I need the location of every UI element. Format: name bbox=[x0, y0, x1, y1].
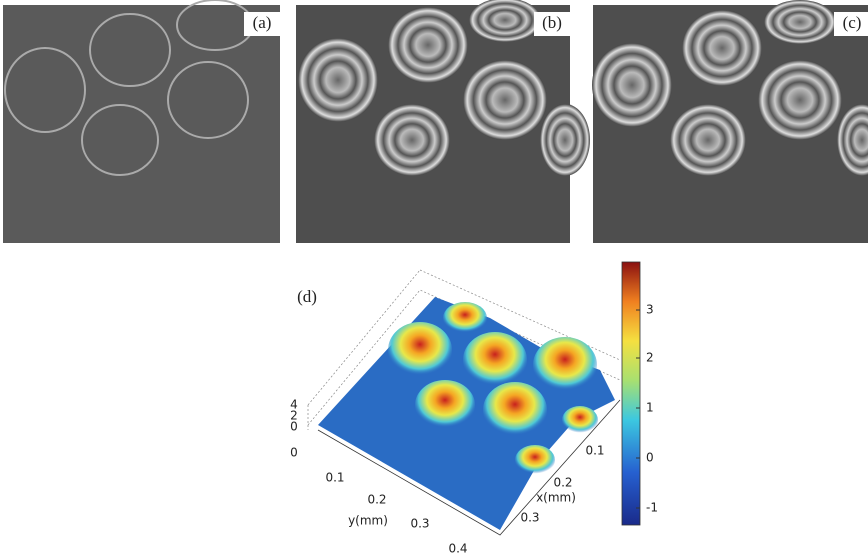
panel-a bbox=[3, 0, 280, 243]
panel-label: (c) bbox=[843, 13, 862, 32]
colorbar-tick-label: 1 bbox=[646, 401, 654, 415]
y-tick-label: 0.1 bbox=[325, 471, 344, 485]
x-tick-label: 0.3 bbox=[520, 511, 539, 525]
colorbar-tick-label: 3 bbox=[646, 303, 654, 317]
z-tick-label: 0 bbox=[290, 420, 298, 434]
colorbar-tick-label: -1 bbox=[646, 501, 658, 515]
panel-c bbox=[592, 0, 868, 243]
panel-label: (d) bbox=[297, 287, 317, 306]
y-tick-label: 0.3 bbox=[410, 517, 429, 531]
colorbar bbox=[622, 262, 640, 525]
x-tick-label: 0.1 bbox=[585, 444, 604, 458]
y-axis-label: y(mm) bbox=[348, 514, 388, 528]
panel-label: (b) bbox=[542, 13, 562, 32]
panel-b bbox=[296, 0, 590, 243]
y-tick-label: 0.4 bbox=[448, 542, 467, 556]
colorbar-tick-label: 0 bbox=[646, 451, 654, 465]
y-tick-label: 0.2 bbox=[367, 493, 386, 507]
figure: (a)(b)(c)(d)42000.10.20.30.4y(mm)0.10.20… bbox=[0, 0, 868, 556]
x-tick-label: 0.2 bbox=[553, 476, 572, 490]
surface-plot bbox=[308, 262, 640, 535]
panel-label: (a) bbox=[253, 13, 272, 32]
x-axis-label: x(mm) bbox=[536, 491, 576, 505]
colorbar-tick-label: 2 bbox=[646, 351, 654, 365]
y-tick-label: 0 bbox=[290, 446, 298, 460]
